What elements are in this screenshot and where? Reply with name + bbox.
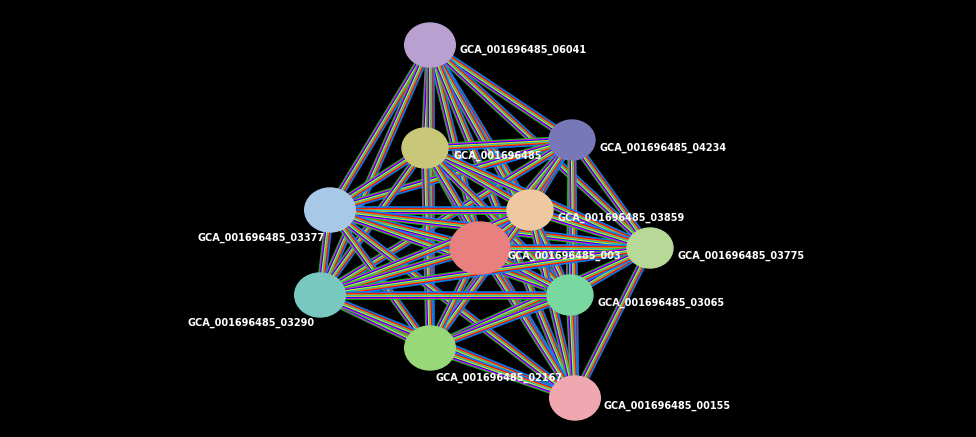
Text: GCA_001696485_02167: GCA_001696485_02167 — [435, 373, 562, 383]
Ellipse shape — [305, 188, 355, 232]
Ellipse shape — [450, 222, 509, 274]
Text: GCA_001696485_003: GCA_001696485_003 — [508, 251, 622, 261]
Text: GCA_001696485_03065: GCA_001696485_03065 — [598, 298, 725, 308]
Text: GCA_001696485_06041: GCA_001696485_06041 — [460, 45, 588, 55]
Text: GCA_001696485: GCA_001696485 — [453, 151, 542, 161]
Text: GCA_001696485_03775: GCA_001696485_03775 — [678, 251, 805, 261]
Ellipse shape — [549, 376, 600, 420]
Text: GCA_001696485_03377: GCA_001696485_03377 — [198, 233, 325, 243]
Ellipse shape — [547, 275, 593, 315]
Text: GCA_001696485_03290: GCA_001696485_03290 — [187, 318, 315, 328]
Ellipse shape — [402, 128, 448, 168]
Text: GCA_001696485_04234: GCA_001696485_04234 — [600, 143, 727, 153]
Ellipse shape — [405, 326, 455, 370]
Ellipse shape — [549, 120, 595, 160]
Text: GCA_001696485_03859: GCA_001696485_03859 — [558, 213, 685, 223]
Ellipse shape — [295, 273, 346, 317]
Text: GCA_001696485_00155: GCA_001696485_00155 — [603, 401, 730, 411]
Ellipse shape — [405, 23, 455, 67]
Ellipse shape — [507, 190, 553, 230]
Ellipse shape — [627, 228, 673, 268]
